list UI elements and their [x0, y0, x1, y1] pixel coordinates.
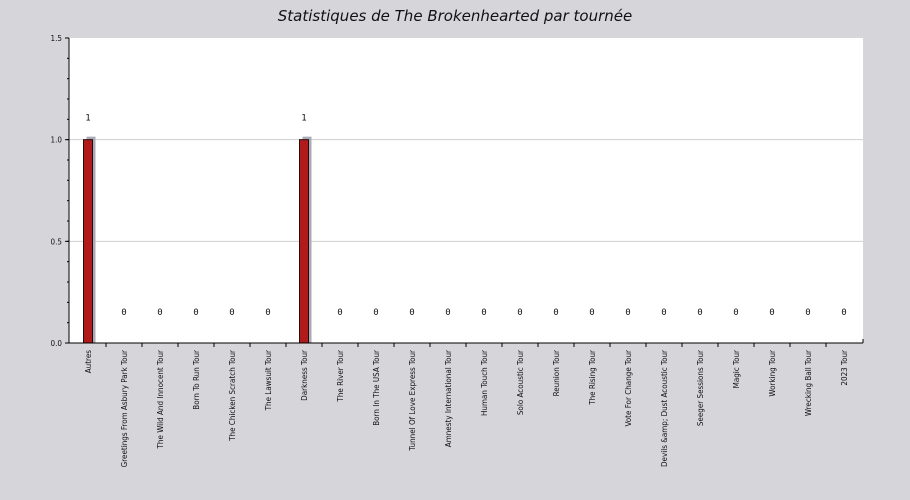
x-tick-label: Autres [84, 350, 93, 374]
x-tick-label: The Lawsuit Tour [264, 350, 273, 411]
data-label: 0 [661, 308, 666, 318]
data-label: 0 [373, 308, 378, 318]
x-tick-label: Reunion Tour [552, 350, 561, 396]
x-tick-label: Magic Tour [732, 350, 741, 388]
data-label: 0 [769, 308, 774, 318]
data-label: 0 [409, 308, 414, 318]
data-label: 0 [265, 308, 270, 318]
x-tick-label: Solo Acoustic Tour [516, 350, 525, 415]
x-tick-label: The River Tour [336, 350, 345, 403]
x-tick-label: The Rising Tour [588, 350, 597, 406]
bar [83, 139, 93, 344]
data-label: 0 [805, 308, 810, 318]
data-label: 0 [589, 308, 594, 318]
x-tick-label: Seeger Sessions Tour [696, 350, 705, 426]
data-label: 0 [229, 308, 234, 318]
bar [299, 139, 309, 344]
data-label: 0 [481, 308, 486, 318]
gridlines [69, 139, 863, 242]
x-tick-label: Tunnel Of Love Express Tour [408, 350, 417, 452]
data-label: 0 [841, 308, 846, 318]
x-tick-label: The Wild And Innocent Tour [156, 350, 165, 450]
x-axis-labels: Autres Greetings From Asbury Park Tour The… [84, 350, 849, 468]
data-label: 0 [193, 308, 198, 318]
data-label: 0 [625, 308, 630, 318]
data-label: 0 [445, 308, 450, 318]
axes [68, 38, 864, 347]
x-tick-label: The Chicken Scratch Tour [228, 350, 237, 442]
x-tick-label: Wrecking Ball Tour [804, 350, 813, 416]
data-label: 0 [697, 308, 702, 318]
data-label: 0 [157, 308, 162, 318]
x-tick-label: Born To Run Tour [192, 350, 201, 410]
data-label: 0 [733, 308, 738, 318]
data-label: 1 [85, 114, 90, 124]
plot-area [69, 38, 863, 343]
x-tick-label: Vote For Change Tour [624, 350, 633, 427]
x-tick-label: Born In The USA Tour [372, 350, 381, 426]
data-labels: 1 0 0 0 0 0 1 0 0 0 0 0 0 0 0 0 0 0 0 0 0 0 [85, 114, 846, 318]
data-label: 0 [337, 308, 342, 318]
y-tick-label: 0.5 [51, 237, 62, 246]
x-tick-label: 2023 Tour [840, 350, 849, 386]
y-tick-label: 0.0 [51, 339, 63, 348]
x-tick-label: Greetings From Asbury Park Tour [120, 350, 129, 467]
x-tick-label: Devils &amp; Dust Acoustic Tour [660, 350, 669, 467]
x-tick-label: Human Touch Tour [480, 350, 489, 416]
data-label: 0 [553, 308, 558, 318]
x-tick-label: Amnesty International Tour [444, 350, 453, 447]
data-label: 0 [517, 308, 522, 318]
chart-title: Statistiques de The Brokenhearted par to… [278, 7, 632, 25]
data-label: 0 [121, 308, 126, 318]
x-tick-label: Darkness Tour [300, 350, 309, 401]
y-tick-label: 1.0 [51, 136, 63, 145]
y-tick-label: 1.5 [51, 34, 62, 43]
x-tick-label: Working Tour [768, 350, 777, 397]
data-label: 1 [301, 114, 306, 124]
